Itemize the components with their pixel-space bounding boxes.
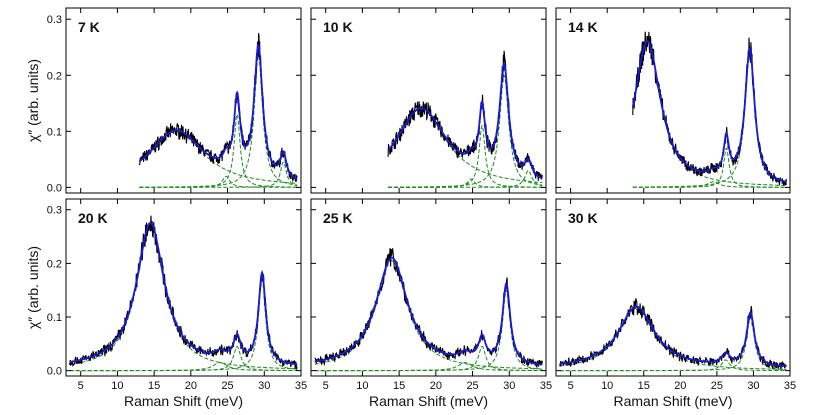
x-tick-label: 10 [356,380,368,392]
x-tick-label: 10 [111,380,123,392]
component-curve [559,316,787,372]
panel-frame [65,7,302,194]
component-curve [139,175,298,188]
x-tick-label: 10 [601,380,613,392]
panel-frame [555,7,791,194]
component-curve [69,278,298,372]
component-curve [559,308,787,370]
panel-7k: 0.0 0.1 0.2 0.3 7 K [47,7,302,194]
x-tick-label: 15 [148,380,160,392]
x-tick-label: 25 [466,380,478,392]
component-curve [314,260,543,370]
x-tick-label: 15 [638,380,650,392]
x-tick-label: 5 [568,380,574,392]
panel-frame [310,198,547,377]
x-tick-label: 20 [185,380,197,392]
y-tick-label: 0.1 [47,126,62,138]
component-curve [387,108,543,184]
temperature-label: 7 K [78,19,100,35]
x-tick-label: 30 [258,380,270,392]
panel-30k: 5 10 15 20 25 30 35 30 K [555,198,796,392]
x-tick-label: 35 [540,380,552,392]
component-curve [139,55,298,188]
data-series [387,50,543,181]
data-series [69,215,298,371]
x-tick-label: 20 [430,380,442,392]
x-tick-label: 25 [221,380,233,392]
panel-20k: 5 10 15 20 25 30 35 0.0 0.1 0.2 0.3 20 K [47,198,307,392]
y-tick-label: 0.1 [47,312,62,324]
y-tick-label: 0.3 [47,14,62,26]
plot-area [314,247,543,372]
fit-curve [314,256,543,366]
panel-10k: 10 K [310,7,547,194]
x-axis-label: Raman Shift (meV) [369,393,488,409]
x-tick-label: 35 [784,380,796,392]
fit-curve [559,305,787,368]
component-curve [314,362,543,372]
component-curve [388,74,543,188]
plot-area [387,50,543,188]
plot-area [69,215,298,372]
fit-curve [631,40,787,183]
panel-25k: 5 10 15 20 25 30 35 25 K [310,198,552,392]
component-curve [632,181,787,188]
component-curve [388,170,543,188]
y-tick-label: 0.0 [47,182,62,194]
component-curve [388,124,543,188]
plot-area [631,31,787,188]
y-tick-label: 0.2 [47,258,62,270]
temperature-label: 25 K [323,210,353,226]
x-tick-label: 15 [393,380,405,392]
plot-area [138,33,298,188]
temperature-label: 10 K [323,19,353,35]
y-tick-label: 0.2 [47,70,62,82]
y-tick-label: 0.3 [47,205,62,217]
temperature-label: 30 K [568,210,598,226]
x-tick-label: 30 [503,380,515,392]
component-curve [139,113,298,188]
panel-frame [65,198,302,377]
temperature-label: 14 K [568,19,598,35]
fit-curve [387,61,543,180]
x-tick-label: 35 [295,380,307,392]
component-curve [69,362,298,372]
temperature-label: 20 K [78,210,108,226]
fit-curve [69,221,298,366]
data-series [559,298,787,370]
x-tick-label: 5 [78,380,84,392]
component-curve [388,178,543,188]
panel-14k: 14 K [555,7,791,194]
y-tick-label: 0.0 [47,366,62,378]
x-tick-label: 25 [711,380,723,392]
panel-frame [310,7,547,194]
x-tick-label: 5 [323,380,329,392]
x-tick-label: 20 [674,380,686,392]
y-axis-label: χ″ (arb. units) [25,246,41,329]
plot-area [559,298,787,372]
y-axis-label: χ″ (arb. units) [25,59,41,142]
data-series [138,33,298,183]
x-axis-label: Raman Shift (meV) [613,393,732,409]
x-axis-label: Raman Shift (meV) [124,393,243,409]
x-tick-label: 30 [747,380,759,392]
fit-curve [138,43,298,180]
component-curve [632,147,787,188]
panel-frame [555,198,791,377]
